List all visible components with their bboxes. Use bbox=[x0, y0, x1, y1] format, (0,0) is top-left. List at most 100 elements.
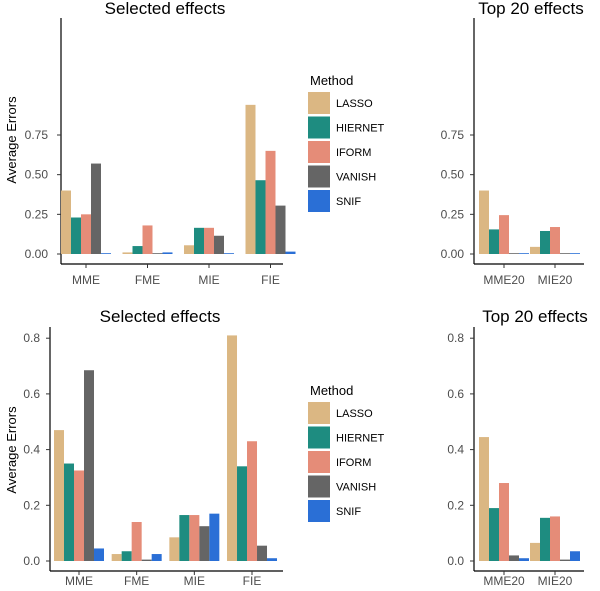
x-tick-label: FIE bbox=[261, 273, 280, 287]
y-tick-label: 0.0 bbox=[447, 554, 464, 568]
x-tick-label: FIE bbox=[243, 574, 262, 588]
chart-panel-1: Selected effects Average Errors 0.00 0.25 0.… bbox=[4, 0, 296, 287]
bar-snif-mie20 bbox=[570, 253, 580, 254]
bar-hiernet-fie bbox=[255, 180, 266, 254]
bar-vanish-fme bbox=[152, 253, 163, 254]
legend-label-hiernet: HIERNET bbox=[336, 123, 385, 135]
x-tick-label: MME20 bbox=[483, 574, 525, 588]
legend-title: Method bbox=[310, 73, 353, 88]
legend-label-snif: SNIF bbox=[336, 196, 361, 208]
bar-iform-fme bbox=[131, 522, 142, 561]
x-tick-label: MIE20 bbox=[538, 574, 573, 588]
chart-title: Top 20 effects bbox=[478, 0, 584, 18]
x-tick-label: MIE20 bbox=[538, 273, 573, 287]
bar-snif-fie bbox=[285, 251, 296, 254]
legend-label-snif: SNIF bbox=[336, 506, 361, 518]
bar-hiernet-mme bbox=[71, 217, 81, 254]
chart-panel-3: Selected effects Average Errors 0.0 0.2 0.4 0… bbox=[4, 307, 283, 588]
bar-iform-mme20 bbox=[499, 483, 509, 561]
y-tick-label: 0.50 bbox=[25, 168, 49, 182]
y-tick-label: 0.4 bbox=[447, 443, 464, 457]
y-tick-label: 0.25 bbox=[441, 207, 465, 221]
bar-vanish-mie bbox=[199, 526, 210, 561]
y-tick-label: 0.2 bbox=[23, 498, 40, 512]
bar-snif-mie20 bbox=[570, 551, 580, 561]
bar-vanish-mme20 bbox=[509, 253, 519, 254]
legend-label-vanish: VANISH bbox=[336, 482, 376, 494]
legend-label-hiernet: HIERNET bbox=[336, 433, 385, 445]
bar-lasso-mie20 bbox=[530, 246, 540, 254]
y-tick-label: 0.8 bbox=[23, 331, 40, 345]
legend-swatch-iform bbox=[308, 141, 330, 163]
bar-hiernet-mme bbox=[64, 463, 74, 561]
bar-lasso-mme20 bbox=[479, 190, 489, 254]
bar-snif-fme bbox=[162, 252, 173, 254]
y-tick-label: 0.75 bbox=[25, 128, 49, 142]
bar-snif-mme20 bbox=[519, 558, 529, 561]
bar-lasso-mie bbox=[169, 537, 180, 561]
bar-lasso-mme bbox=[61, 190, 71, 254]
legend-title: Method bbox=[310, 383, 353, 398]
legend-label-iform: IFORM bbox=[336, 457, 371, 469]
chart-title: Selected effects bbox=[100, 307, 221, 326]
chart-title: Top 20 effects bbox=[482, 307, 588, 326]
y-tick-label: 0.2 bbox=[447, 498, 464, 512]
legend-swatch-hiernet bbox=[308, 116, 330, 139]
bar-iform-mme20 bbox=[499, 215, 509, 254]
legend-swatch-vanish bbox=[308, 475, 330, 498]
bar-lasso-fme bbox=[111, 554, 122, 561]
legend-swatch-iform bbox=[308, 451, 330, 473]
bar-snif-mie bbox=[224, 253, 234, 254]
bar-hiernet-fme bbox=[132, 246, 143, 254]
x-tick-label: FME bbox=[135, 273, 160, 287]
bar-lasso-mie20 bbox=[530, 542, 540, 561]
legend-label-vanish: VANISH bbox=[336, 172, 376, 184]
bar-hiernet-mie bbox=[179, 515, 190, 561]
y-axis-label: Average Errors bbox=[4, 406, 19, 494]
bar-lasso-mie bbox=[184, 245, 194, 254]
bar-vanish-mme bbox=[84, 370, 94, 561]
bar-vanish-fme bbox=[141, 559, 152, 561]
x-tick-label: MIE bbox=[198, 273, 219, 287]
y-tick-label: 0.00 bbox=[25, 247, 49, 261]
bar-vanish-mie20 bbox=[560, 253, 570, 254]
bar-snif-mie bbox=[209, 513, 220, 561]
bar-iform-mme bbox=[74, 470, 84, 561]
y-tick-label: 0.75 bbox=[441, 128, 465, 142]
bar-hiernet-mme20 bbox=[489, 229, 499, 254]
legend-swatch-vanish bbox=[308, 165, 330, 188]
bar-lasso-fie bbox=[227, 335, 238, 561]
y-tick-label: 0.0 bbox=[23, 554, 40, 568]
legend-label-iform: IFORM bbox=[336, 147, 371, 159]
bar-iform-mie bbox=[204, 227, 214, 254]
y-tick-label: 0.00 bbox=[441, 247, 465, 261]
x-tick-label: MME bbox=[72, 273, 100, 287]
bar-vanish-mme bbox=[91, 163, 101, 254]
y-tick-label: 0.8 bbox=[447, 331, 464, 345]
legend-label-lasso: LASSO bbox=[336, 98, 373, 110]
bar-iform-mme bbox=[81, 214, 91, 254]
legend-1: Method LASSO HIERNET IFORM VANISH SNIF bbox=[308, 73, 385, 212]
chart-title: Selected effects bbox=[105, 0, 226, 18]
bar-vanish-fie bbox=[275, 205, 286, 254]
x-tick-label: MME20 bbox=[483, 273, 525, 287]
bar-hiernet-fme bbox=[121, 551, 132, 561]
bar-snif-fme bbox=[151, 554, 162, 561]
x-tick-label: MME bbox=[65, 574, 93, 588]
y-tick-label: 0.6 bbox=[23, 387, 40, 401]
bar-hiernet-mme20 bbox=[489, 508, 499, 561]
bar-snif-mme20 bbox=[519, 253, 529, 254]
bar-lasso-mme20 bbox=[479, 437, 489, 561]
y-tick-label: 0.50 bbox=[441, 168, 465, 182]
bar-hiernet-mie20 bbox=[540, 517, 550, 561]
y-tick-label: 0.25 bbox=[25, 207, 49, 221]
bar-iform-mie20 bbox=[550, 516, 560, 561]
bar-iform-mie20 bbox=[550, 227, 560, 254]
bar-vanish-mme20 bbox=[509, 555, 519, 561]
bar-lasso-mme bbox=[54, 430, 64, 561]
x-tick-label: MIE bbox=[184, 574, 205, 588]
legend-swatch-snif bbox=[308, 190, 330, 212]
bar-hiernet-mie20 bbox=[540, 230, 550, 254]
legend-2: Method LASSO HIERNET IFORM VANISH SNIF bbox=[308, 383, 385, 522]
chart-panel-4: Top 20 effects 0.0 0.2 0.4 0.6 0.8 MME20 MIE20 bbox=[447, 307, 587, 588]
